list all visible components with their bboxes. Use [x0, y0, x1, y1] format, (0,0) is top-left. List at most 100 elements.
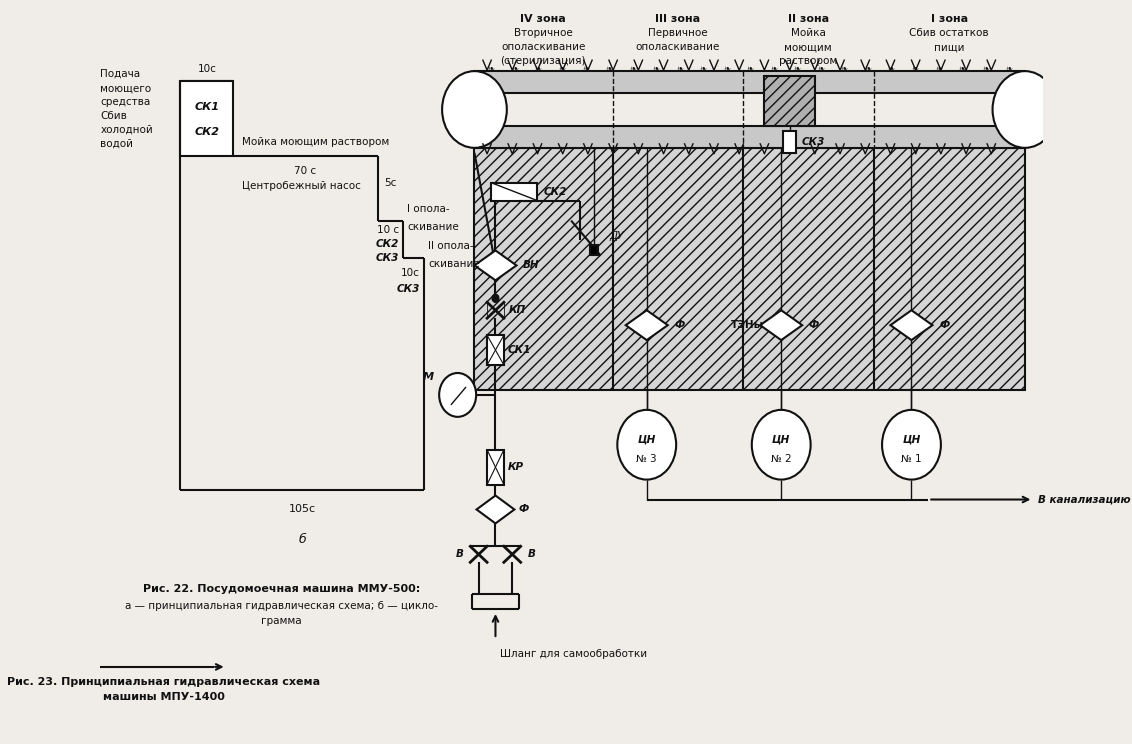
- Text: ❧: ❧: [887, 65, 894, 74]
- Text: Мойка: Мойка: [790, 28, 825, 38]
- Text: раствором: раствором: [779, 56, 838, 66]
- Circle shape: [439, 373, 477, 417]
- Text: ❧: ❧: [794, 65, 800, 74]
- Text: М: М: [423, 372, 434, 382]
- Text: Вторичное: Вторичное: [514, 28, 573, 38]
- Polygon shape: [761, 310, 803, 340]
- Text: ДУ: ДУ: [609, 231, 624, 240]
- Text: СК3: СК3: [396, 284, 420, 295]
- Text: ❧: ❧: [534, 65, 542, 74]
- Text: СК2: СК2: [376, 240, 398, 249]
- Text: Ф: Ф: [940, 320, 950, 330]
- Text: пищи: пищи: [934, 42, 964, 52]
- Text: ЦН: ЦН: [637, 434, 655, 445]
- Text: КР: КР: [508, 462, 524, 472]
- Text: Рис. 22. Посудомоечная машина ММУ-500:: Рис. 22. Посудомоечная машина ММУ-500:: [143, 584, 420, 594]
- Text: ❧: ❧: [747, 65, 754, 74]
- Text: III зона: III зона: [655, 14, 701, 25]
- Circle shape: [993, 71, 1057, 148]
- Circle shape: [443, 71, 507, 148]
- Text: № 3: № 3: [636, 454, 657, 464]
- Circle shape: [617, 410, 676, 480]
- Text: средства: средства: [101, 97, 151, 107]
- Polygon shape: [474, 251, 516, 280]
- Text: скивание: скивание: [408, 222, 458, 231]
- Text: б: б: [299, 533, 306, 546]
- Text: ❧: ❧: [700, 65, 706, 74]
- Text: СК1: СК1: [508, 345, 531, 355]
- Text: ВН: ВН: [522, 260, 539, 270]
- Bar: [487, 335, 504, 365]
- Text: № 2: № 2: [771, 454, 791, 464]
- Text: грамма: грамма: [260, 616, 301, 626]
- Text: ❧: ❧: [723, 65, 730, 74]
- Text: IV зона: IV зона: [521, 14, 566, 25]
- Text: ❧: ❧: [629, 65, 636, 74]
- Text: (стерилизация): (стерилизация): [500, 56, 586, 66]
- Text: ❧: ❧: [959, 65, 966, 74]
- Text: ❧: ❧: [582, 65, 589, 74]
- Text: Рис. 23. Принципиальная гидравлическая схема: Рис. 23. Принципиальная гидравлическая с…: [7, 677, 320, 687]
- Text: 10 с: 10 с: [377, 225, 398, 234]
- Bar: [491, 183, 538, 201]
- Text: СК3: СК3: [376, 254, 398, 263]
- Text: II зона: II зона: [788, 14, 829, 25]
- Text: ❧: ❧: [676, 65, 683, 74]
- Text: 105с: 105с: [289, 504, 316, 515]
- Circle shape: [492, 295, 499, 302]
- Text: 5с: 5с: [385, 178, 397, 187]
- Bar: [474, 71, 1024, 93]
- Text: моющего: моющего: [101, 83, 152, 93]
- Text: Первичное: Первичное: [648, 28, 708, 38]
- Text: СК2: СК2: [543, 187, 567, 196]
- Text: ЦН: ЦН: [902, 434, 920, 445]
- Text: Ф: Ф: [809, 320, 820, 330]
- Text: КП: КП: [509, 305, 526, 315]
- Text: ❧: ❧: [817, 65, 824, 74]
- Text: ❧: ❧: [911, 65, 918, 74]
- Text: Шланг для самообработки: Шланг для самообработки: [499, 649, 646, 659]
- Text: № 1: № 1: [901, 454, 921, 464]
- Text: СК3: СК3: [801, 137, 825, 147]
- Text: ополаскивание: ополаскивание: [636, 42, 720, 52]
- Bar: [590, 246, 598, 255]
- Text: СК2: СК2: [195, 127, 220, 137]
- Text: Мойка моющим раствором: Мойка моющим раствором: [241, 137, 389, 147]
- Polygon shape: [477, 496, 514, 524]
- Bar: [764, 76, 815, 126]
- Bar: [783, 131, 796, 153]
- Text: II опола-: II опола-: [428, 242, 474, 251]
- Circle shape: [752, 410, 811, 480]
- Text: ополаскивание: ополаскивание: [501, 42, 585, 52]
- Text: I зона: I зона: [931, 14, 968, 25]
- Text: Сбив остатков: Сбив остатков: [909, 28, 989, 38]
- Text: 70 с: 70 с: [294, 166, 317, 176]
- Text: Сбив: Сбив: [101, 111, 128, 121]
- Text: холодной: холодной: [101, 125, 153, 135]
- Text: моющим: моющим: [784, 42, 832, 52]
- Bar: [474, 126, 1024, 148]
- Text: а — принципиальная гидравлическая схема; б — цикло-: а — принципиальная гидравлическая схема;…: [125, 601, 438, 611]
- Bar: [474, 148, 1024, 390]
- Text: ❧: ❧: [488, 65, 495, 74]
- Text: машины МПУ-1400: машины МПУ-1400: [103, 692, 224, 702]
- Text: водой: водой: [101, 139, 134, 149]
- Text: Ф: Ф: [675, 320, 685, 330]
- Text: ❧: ❧: [1005, 65, 1012, 74]
- Text: ❧: ❧: [558, 65, 565, 74]
- Text: Ф: Ф: [518, 504, 530, 515]
- Bar: [180, 81, 233, 155]
- Text: ❧: ❧: [981, 65, 989, 74]
- Text: Подача: Подача: [101, 69, 140, 79]
- Text: ❧: ❧: [841, 65, 848, 74]
- Text: ❧: ❧: [770, 65, 778, 74]
- Text: ❧: ❧: [606, 65, 612, 74]
- Text: ❧: ❧: [864, 65, 872, 74]
- Polygon shape: [626, 310, 668, 340]
- Bar: [487, 449, 504, 484]
- Text: СК1: СК1: [195, 102, 220, 112]
- Text: ЦН: ЦН: [772, 434, 790, 445]
- Polygon shape: [891, 310, 933, 340]
- Text: Центробежный насос: Центробежный насос: [241, 181, 361, 190]
- Text: В: В: [456, 549, 463, 559]
